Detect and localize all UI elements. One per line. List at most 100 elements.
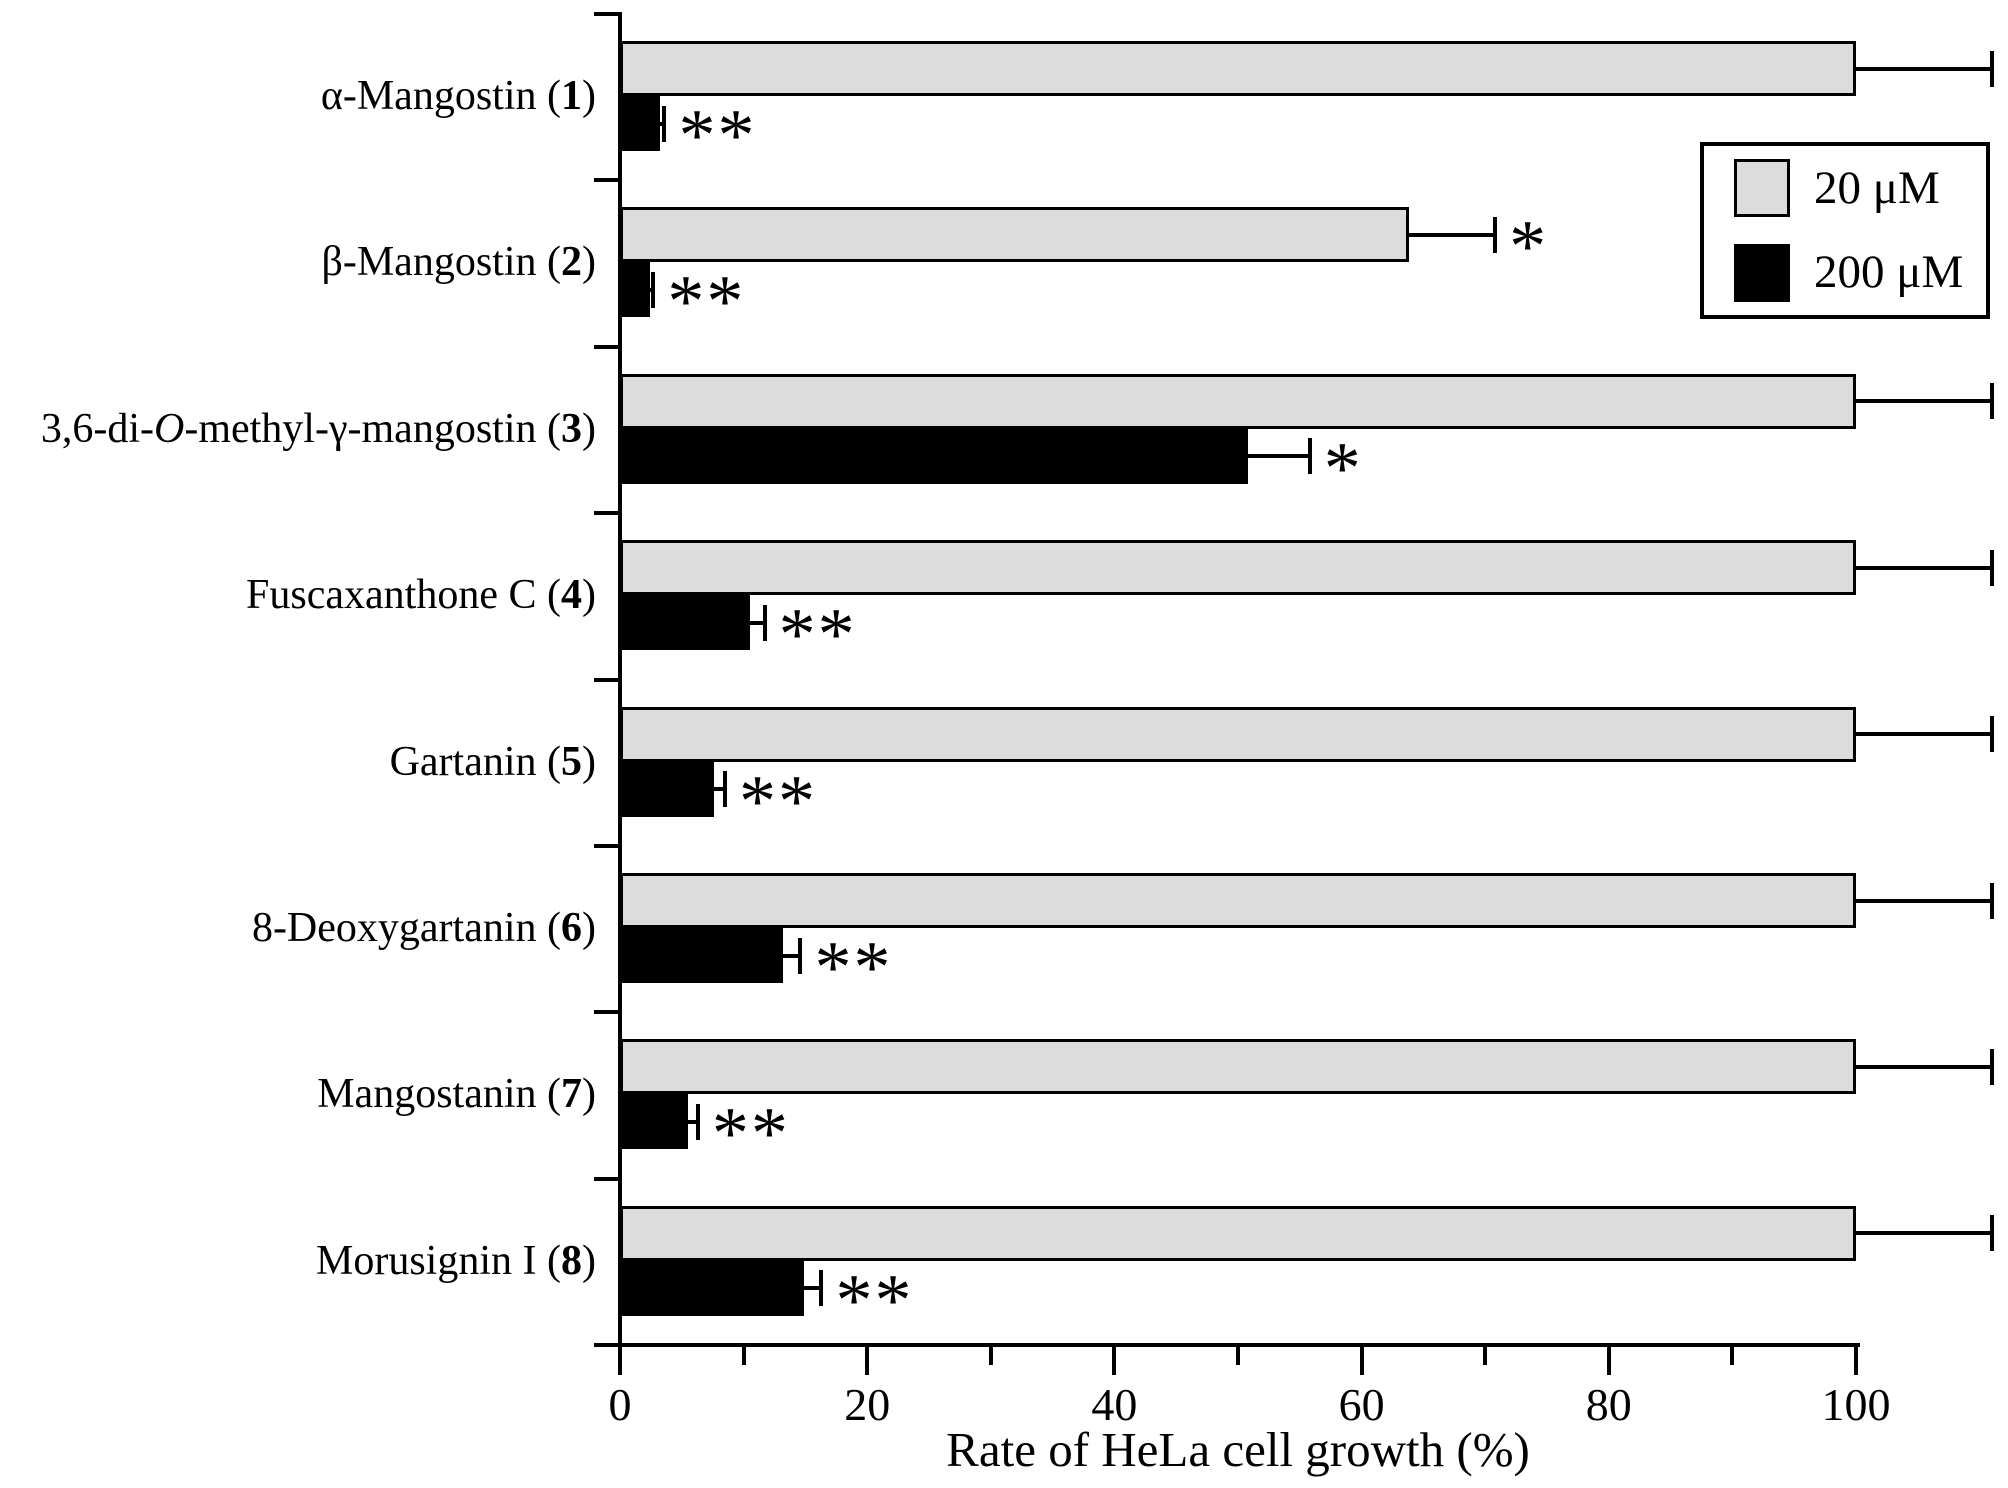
sig-marker-row4-s1: ** (779, 595, 857, 672)
error-cap-row8-s0 (1989, 1215, 1994, 1252)
y-axis-tick (594, 178, 620, 183)
error-bar-row1-s1 (659, 121, 665, 126)
legend-swatch-20um (1734, 159, 1790, 218)
category-label-2: β-Mangostin (2) (0, 241, 596, 283)
x-axis-minor-tick-30 (988, 1345, 993, 1365)
error-cap-row8-s1 (819, 1270, 824, 1307)
error-cap-row5-s0 (1989, 716, 1994, 753)
y-axis-tick (594, 1176, 620, 1181)
error-cap-row7-s0 (1989, 1048, 1994, 1085)
category-label-4: Fuscaxanthone C (4) (0, 574, 596, 616)
y-axis-tick (594, 344, 620, 349)
error-bar-row7-s1 (687, 1119, 698, 1124)
category-label-segment: 4 (561, 572, 582, 619)
category-label-3: 3,6-di-O-methyl-γ-mangostin (3) (0, 408, 596, 450)
sig-marker-text: ** (667, 261, 746, 344)
error-bar-row8-s1 (804, 1286, 822, 1291)
category-label-segment: 6 (561, 905, 582, 951)
error-cap-row1-s0 (1989, 50, 1994, 87)
sig-marker-row1-s1: ** (678, 96, 756, 173)
error-cap-row3-s1 (1307, 438, 1312, 475)
sig-marker-text: ** (739, 760, 818, 843)
bar-20μM-row3 (620, 373, 1856, 429)
error-bar-row7-s0 (1856, 1064, 1992, 1069)
category-label-segment: ) (582, 738, 596, 785)
legend-swatch-200um (1734, 243, 1790, 302)
bar-20μM-row6 (620, 873, 1856, 928)
x-axis-major-tick-0 (618, 1345, 622, 1375)
error-bar-row3-s1 (1247, 454, 1310, 459)
category-label-segment: ) (582, 73, 596, 119)
x-tick-label-80: 80 (1585, 1379, 1632, 1430)
sig-marker-text: ** (835, 1259, 914, 1342)
category-label-segment: 2 (561, 239, 582, 286)
category-label-segment: 7 (561, 1071, 582, 1118)
error-cap-row6-s0 (1989, 882, 1994, 919)
error-bar-row5-s0 (1856, 732, 1992, 737)
category-label-7: Mangostanin (7) (0, 1073, 596, 1115)
category-label-segment: 1 (561, 73, 582, 119)
sig-marker-text: ** (778, 594, 857, 677)
error-bar-row8-s0 (1856, 1231, 1992, 1236)
error-cap-row2-s1 (651, 271, 656, 308)
x-axis-minor-tick-70 (1483, 1345, 1488, 1365)
category-label-1: α-Mangostin (1) (0, 75, 596, 117)
category-label-segment: 8-Deoxygartanin ( (251, 905, 561, 951)
bar-20μM-row5 (620, 706, 1856, 762)
sig-marker-row8-s1: ** (835, 1261, 913, 1338)
y-axis-tick (594, 511, 620, 516)
bar-200μM-row1 (620, 96, 660, 151)
category-label-6: 8-Deoxygartanin (6) (0, 907, 596, 949)
bar-20μM-row4 (620, 540, 1856, 596)
bar-200μM-row6 (620, 928, 784, 983)
y-axis-tick (594, 1343, 620, 1348)
bar-200μM-row7 (620, 1094, 688, 1150)
error-cap-row7-s1 (695, 1103, 700, 1140)
sig-marker-text: ** (678, 95, 757, 178)
x-axis-major-tick-100 (1854, 1345, 1858, 1375)
sig-marker-text: * (1509, 206, 1549, 289)
category-label-segment: ) (582, 239, 596, 286)
bar-20μM-row2 (620, 207, 1409, 263)
sig-marker-text: ** (711, 1093, 790, 1176)
error-cap-row1-s1 (662, 105, 667, 142)
legend-entry-20um: 20 μM (1704, 146, 1986, 231)
x-axis-minor-tick-50 (1236, 1345, 1240, 1365)
category-label-segment: Mangostanin ( (317, 1071, 561, 1118)
x-axis-line (603, 1343, 1860, 1347)
error-cap-row3-s0 (1989, 383, 1994, 420)
x-axis-major-tick-80 (1606, 1345, 1611, 1375)
category-label-5: Gartanin (5) (0, 741, 596, 783)
x-tick-label-0: 0 (608, 1379, 632, 1430)
x-axis-title: Rate of HeLa cell growth (%) (946, 1422, 1530, 1477)
category-label-segment: 5 (561, 738, 582, 785)
x-axis-major-tick-20 (865, 1345, 870, 1375)
error-cap-row4-s1 (762, 604, 767, 641)
category-label-segment: β-Mangostin ( (321, 239, 561, 286)
error-cap-row5-s1 (723, 771, 728, 808)
error-bar-row6-s0 (1856, 898, 1992, 903)
legend: 20 μM 200 μM (1700, 142, 1990, 319)
x-axis-minor-tick-90 (1730, 1345, 1735, 1365)
x-axis-major-tick-60 (1359, 1345, 1364, 1375)
sig-marker-row3-s1: * (1324, 429, 1363, 506)
y-axis-tick (594, 844, 620, 848)
x-axis-major-tick-40 (1112, 1345, 1117, 1375)
bar-20μM-row8 (620, 1205, 1856, 1261)
category-label-segment: ) (582, 1071, 596, 1118)
category-label-segment: 3 (561, 405, 582, 452)
category-label-segment: α-Mangostin ( (320, 73, 561, 119)
legend-label-200um: 200 μM (1814, 246, 1964, 299)
category-label-segment: Morusignin I ( (316, 1237, 561, 1284)
error-cap-row4-s0 (1989, 549, 1994, 586)
sig-marker-row2-s1: ** (667, 262, 745, 339)
bar-20μM-row7 (620, 1039, 1856, 1095)
category-label-segment: 8 (561, 1237, 582, 1284)
bar-200μM-row2 (620, 262, 650, 318)
error-bar-row6-s1 (783, 953, 801, 958)
category-label-segment: Gartanin ( (389, 738, 561, 785)
category-label-segment: ) (582, 572, 596, 619)
error-cap-row6-s1 (798, 937, 803, 974)
bar-200μM-row3 (620, 428, 1248, 484)
